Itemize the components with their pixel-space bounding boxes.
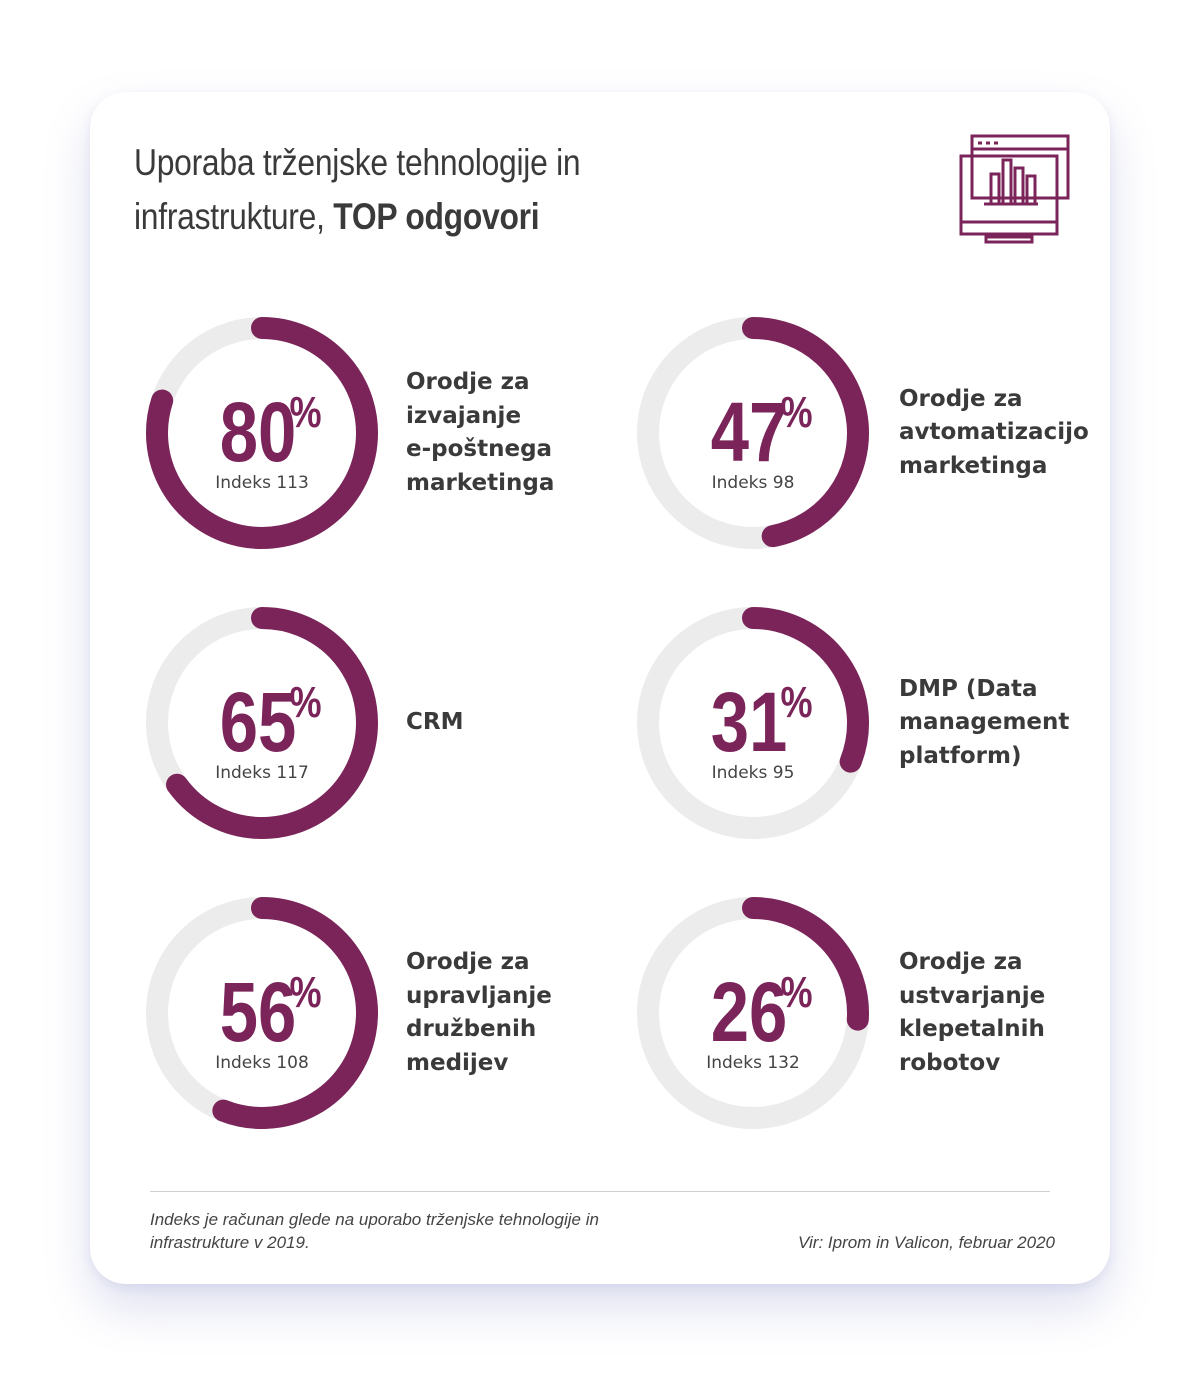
category-label-item-1: Orodje za izvajanje e-poštnega marketing… <box>406 369 555 496</box>
monitor-bar-chart-icon <box>958 134 1072 244</box>
percent-sign-item-6: % <box>781 968 813 1017</box>
index-label-item-2: Indeks 98 <box>712 473 795 493</box>
index-label-item-3: Indeks 117 <box>215 763 309 783</box>
percent-sign-item-2: % <box>781 388 813 437</box>
page-title: Uporaba trženjske tehnologije in infrast… <box>134 136 667 244</box>
percent-sign-item-4: % <box>781 678 813 727</box>
title-bold: TOP odgovori <box>333 196 540 237</box>
category-label-item-3: CRM <box>406 709 464 736</box>
percent-sign-item-3: % <box>290 678 322 727</box>
percent-sign-item-5: % <box>290 968 322 1017</box>
footer-source: Vir: Iprom in Valicon, februar 2020 <box>797 1233 1055 1252</box>
percent-group-item-1: 80% <box>220 386 322 480</box>
percent-sign-item-1: % <box>290 388 322 437</box>
percent-group-item-6: 26% <box>711 966 813 1060</box>
index-label-item-4: Indeks 95 <box>712 763 795 783</box>
percent-group-item-4: 31% <box>711 676 813 770</box>
footer-note: Indeks je računan glede na uporabo tržen… <box>150 1210 599 1252</box>
percent-value-item-6: 26 <box>711 966 788 1060</box>
donut-arc-item-2 <box>742 317 869 548</box>
percent-group-item-2: 47% <box>711 386 813 480</box>
title-regular: Uporaba trženjske tehnologije in infrast… <box>134 142 581 237</box>
donut-arc-item-3 <box>166 607 378 839</box>
donut-arc-item-6 <box>742 897 869 1031</box>
donut-arc-item-1 <box>146 317 378 549</box>
footer-divider <box>150 1191 1050 1192</box>
category-label-item-2: Orodje za avtomatizacijo marketinga <box>899 385 1089 479</box>
index-label-item-1: Indeks 113 <box>215 473 309 493</box>
index-label-item-6: Indeks 132 <box>706 1053 800 1073</box>
donut-arc-item-4 <box>742 607 869 773</box>
percent-group-item-5: 56% <box>220 966 322 1060</box>
percent-value-item-2: 47 <box>711 386 788 480</box>
percent-value-item-1: 80 <box>220 386 297 480</box>
category-label-item-6: Orodje za ustvarjanje klepetalnih roboto… <box>899 949 1046 1076</box>
infographic-card <box>90 92 1110 1284</box>
percent-value-item-3: 65 <box>220 676 297 770</box>
category-label-item-4: DMP (Data management platform) <box>899 675 1070 769</box>
percent-value-item-4: 31 <box>711 676 788 770</box>
donut-arc-item-5 <box>212 897 378 1129</box>
category-label-item-5: Orodje za upravljanje družbenih medijev <box>406 949 552 1076</box>
percent-value-item-5: 56 <box>220 966 297 1060</box>
index-label-item-5: Indeks 108 <box>215 1053 309 1073</box>
percent-group-item-3: 65% <box>220 676 322 770</box>
